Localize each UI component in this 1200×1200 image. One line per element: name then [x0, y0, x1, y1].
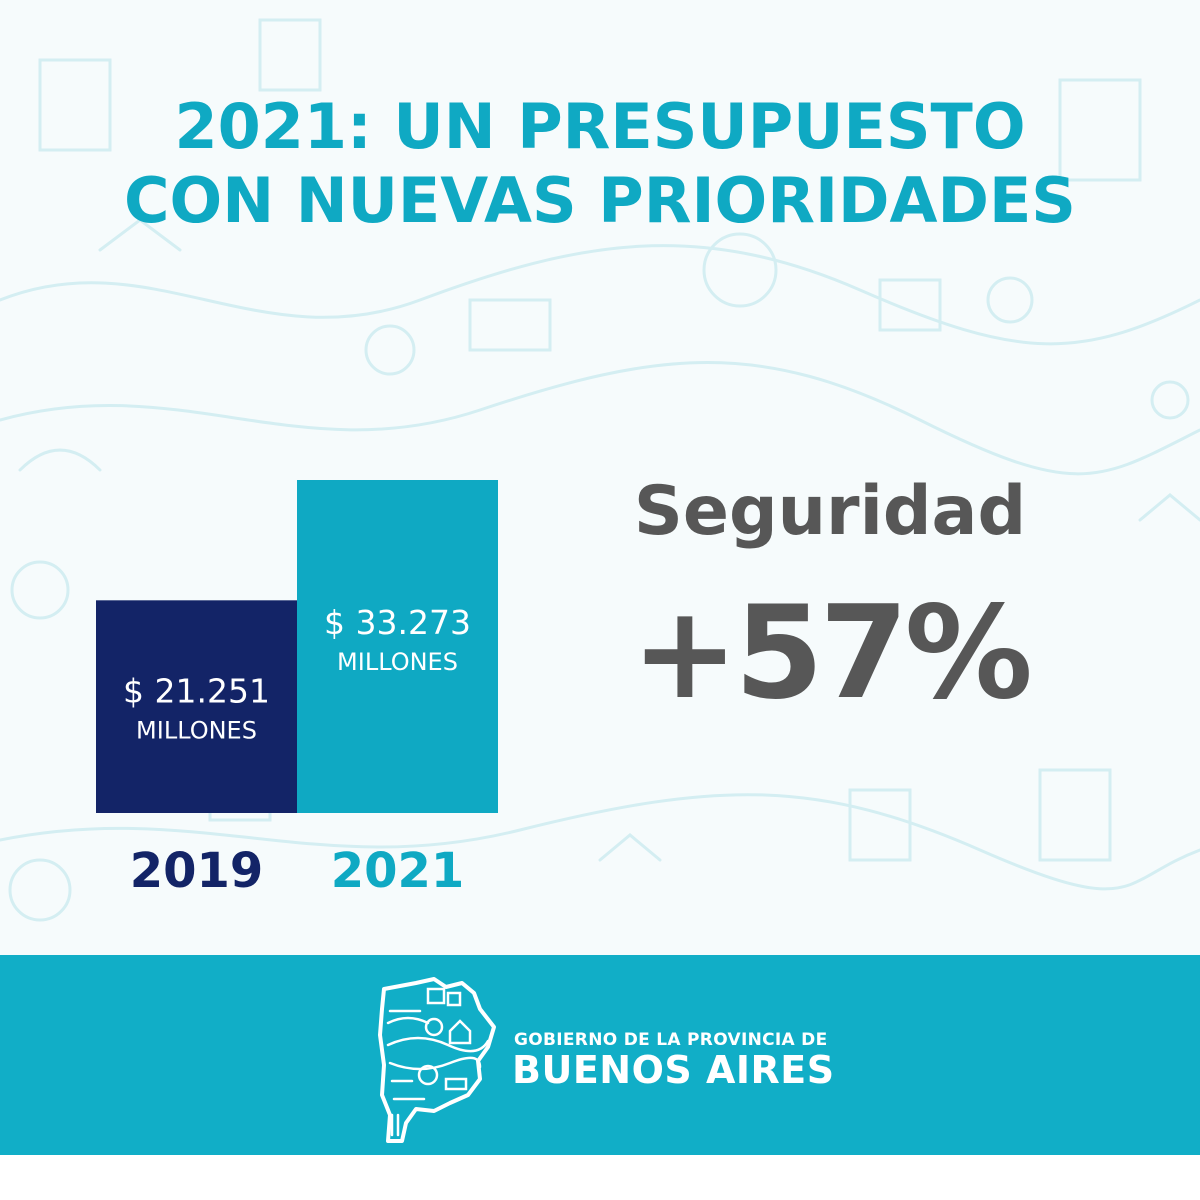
bottom-strip [0, 1155, 1200, 1200]
budget-bar-chart: $ 21.251 MILLONES 2019 $ 33.273 MILLONES 2021 [96, 480, 498, 899]
bar-value-label-2021: $ 33.273 [324, 603, 471, 642]
highlight-percent: +57% [631, 579, 1033, 728]
title-line-2: CON NUEVAS PRIORIDADES [124, 164, 1076, 237]
bar-unit-label-2021: MILLONES [337, 648, 458, 676]
bar-2021 [297, 480, 498, 813]
bar-value-label-2019: $ 21.251 [123, 671, 270, 710]
bar-2019 [96, 600, 297, 813]
title-line-1: 2021: UN PRESUPUESTO [174, 90, 1026, 163]
footer-band [0, 955, 1200, 1155]
bar-unit-label-2019: MILLONES [136, 716, 257, 744]
highlight-label: Seguridad [633, 472, 1027, 551]
buenos-aires-province-map-logo [378, 977, 496, 1143]
province-name: BUENOS AIRES [512, 1048, 835, 1092]
background-pattern [0, 18, 1200, 922]
category-label-2021: 2021 [331, 843, 465, 899]
category-label-2019: 2019 [130, 843, 264, 899]
government-label: GOBIERNO DE LA PROVINCIA DE [514, 1030, 828, 1050]
